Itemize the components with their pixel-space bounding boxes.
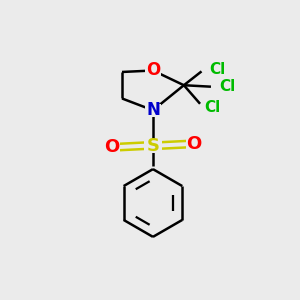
Bar — [144, 139, 162, 153]
Text: Cl: Cl — [205, 100, 221, 115]
Bar — [103, 140, 120, 154]
Text: O: O — [187, 135, 202, 153]
Bar — [145, 64, 161, 77]
Bar — [186, 137, 202, 151]
Text: Cl: Cl — [209, 61, 225, 76]
Text: O: O — [104, 138, 119, 156]
Text: O: O — [146, 61, 160, 80]
Text: Cl: Cl — [219, 79, 236, 94]
Text: S: S — [146, 136, 159, 154]
Bar — [145, 104, 161, 117]
Text: N: N — [146, 101, 160, 119]
